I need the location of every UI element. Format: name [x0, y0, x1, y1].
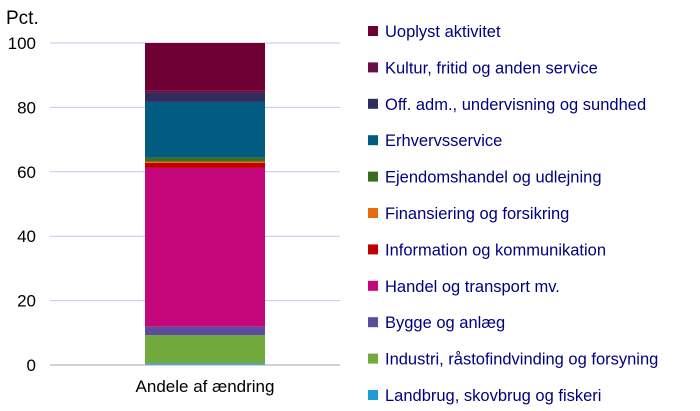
bar-segment — [145, 363, 265, 365]
y-axis-label: Pct. — [6, 8, 39, 29]
bar-segment — [145, 157, 265, 162]
legend-label: Off. adm., undervisning og sundhed — [385, 96, 646, 114]
legend-swatch — [368, 280, 378, 291]
bar-segment — [145, 90, 265, 93]
legend-label: Ejendomshandel og udlejning — [385, 169, 602, 187]
legend-label: Information og kommunikation — [385, 241, 606, 259]
legend-label: Industri, råstofindvinding og forsyning — [385, 351, 658, 369]
x-axis-categories: Andele af ændring — [136, 377, 275, 396]
bar-segment — [145, 92, 265, 102]
bar-segment — [145, 161, 265, 163]
y-tick-label: 60 — [17, 163, 36, 182]
legend-swatch — [368, 98, 378, 109]
legend-label: Uoplyst aktivitet — [385, 23, 501, 41]
legend-swatch — [368, 135, 378, 146]
y-tick-label: 80 — [17, 98, 36, 117]
legend-swatch — [368, 244, 378, 255]
legend-label: Handel og transport mv. — [385, 278, 560, 296]
y-tick-label: 20 — [17, 292, 36, 311]
legend-swatch — [368, 62, 378, 73]
bar-segments — [145, 43, 265, 365]
legend-swatch — [368, 390, 378, 400]
legend: Uoplyst aktivitet Kultur, fritid og anden… — [368, 23, 658, 405]
bar-segment — [145, 43, 265, 91]
y-tick-label: 0 — [27, 356, 36, 375]
bar-segment — [145, 167, 265, 327]
legend-label: Erhvervsservice — [385, 132, 502, 150]
legend-swatch — [368, 317, 378, 328]
legend-swatch — [368, 208, 378, 218]
legend-swatch — [368, 26, 378, 36]
y-tick-label: 100 — [8, 34, 36, 53]
legend-swatch — [368, 353, 378, 364]
y-tick-label: 40 — [17, 227, 36, 246]
bar-segment — [145, 326, 265, 336]
legend-label: Kultur, fritid og anden service — [385, 59, 598, 77]
x-category-label: Andele af ændring — [136, 377, 275, 396]
legend-label: Bygge og anlæg — [385, 314, 505, 332]
y-axis-ticks: 0 20 40 60 80 100 — [8, 34, 36, 375]
bar-segment — [145, 101, 265, 158]
legend-label: Landbrug, skovbrug og fiskeri — [385, 387, 601, 405]
bar-segment — [145, 335, 265, 364]
bar-segment — [145, 162, 265, 168]
legend-swatch — [368, 171, 378, 182]
legend-label: Finansiering og forsikring — [385, 205, 569, 223]
